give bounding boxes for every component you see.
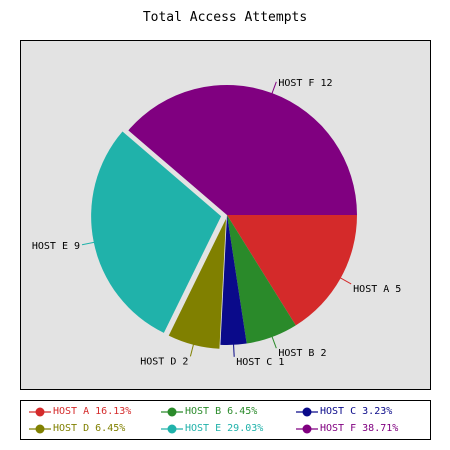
legend-label-host-e: HOST E 29.03% bbox=[185, 423, 264, 434]
legend-label-host-c: HOST C 3.23% bbox=[320, 406, 393, 417]
legend-label-host-b: HOST B 6.45% bbox=[185, 406, 258, 417]
chart-title: Total Access Attempts bbox=[142, 10, 308, 25]
legend-swatch-host-a bbox=[29, 407, 51, 417]
leader-line-host-c bbox=[232, 342, 235, 357]
leader-line-host-f bbox=[270, 81, 277, 96]
plot-area: HOST A 5 HOST B 2 HOST C 1 HOST D 2 HOST E 9… bbox=[20, 40, 431, 390]
pie-slice-host-c bbox=[220, 215, 247, 346]
slice-label-host-e: HOST E 9 bbox=[32, 241, 80, 252]
pie-slice-host-a bbox=[227, 215, 357, 326]
legend: HOST A 16.13% HOST B 6.45% HOST C 3.23% … bbox=[20, 400, 431, 440]
slice-label-host-c: HOST C 1 bbox=[236, 357, 284, 368]
legend-label-host-a: HOST A 16.13% bbox=[53, 406, 132, 417]
pie-slice-host-b bbox=[227, 215, 296, 344]
leader-line-host-b bbox=[270, 334, 277, 349]
leader-line-host-d bbox=[189, 342, 195, 357]
legend-swatch-host-b bbox=[161, 407, 183, 417]
slice-label-host-b: HOST B 2 bbox=[278, 348, 326, 359]
legend-swatch-host-e bbox=[161, 424, 183, 434]
pie-slice-host-e bbox=[91, 131, 222, 333]
legend-swatch-host-d bbox=[29, 424, 51, 434]
leader-line-host-a bbox=[338, 276, 352, 285]
pie-slice-host-d bbox=[168, 218, 226, 349]
slice-label-host-d: HOST D 2 bbox=[140, 356, 188, 367]
pie-slice-host-f bbox=[128, 84, 357, 216]
legend-label-host-f: HOST F 38.71% bbox=[320, 423, 399, 434]
slice-label-host-a: HOST A 5 bbox=[353, 284, 401, 295]
legend-label-host-d: HOST D 6.45% bbox=[53, 423, 126, 434]
leader-line-host-e bbox=[81, 241, 96, 246]
legend-swatch-host-c bbox=[296, 407, 318, 417]
slice-label-host-f: HOST F 12 bbox=[278, 78, 332, 89]
legend-swatch-host-f bbox=[296, 424, 318, 434]
